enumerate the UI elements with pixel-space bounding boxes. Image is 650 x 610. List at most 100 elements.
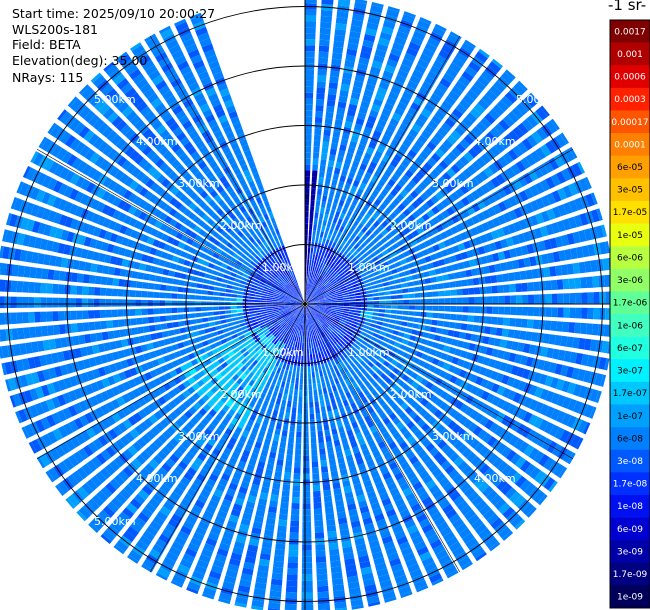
ray-gate — [371, 316, 379, 320]
ray-gate — [349, 247, 356, 254]
ray-gate — [309, 283, 312, 290]
ray-gate — [563, 307, 570, 318]
ray-gate — [204, 328, 211, 334]
ray-gate — [307, 253, 310, 260]
ray-gate — [224, 269, 232, 275]
ray-gate — [402, 288, 409, 294]
ray-gate — [291, 377, 295, 384]
ray-gate — [422, 146, 433, 156]
ray-gate — [267, 389, 273, 396]
ray-gate — [570, 247, 578, 260]
ray-gate — [490, 275, 498, 284]
ray-gate — [179, 273, 187, 280]
ray-gate — [368, 141, 377, 150]
ray-gate — [99, 287, 107, 296]
ray-gate — [327, 276, 333, 282]
ray-gate — [47, 325, 54, 336]
ray-gate — [399, 277, 407, 283]
ray-gate — [434, 234, 443, 242]
ray-gate — [278, 411, 285, 418]
ray-gate — [313, 248, 317, 255]
ray-gate — [379, 272, 387, 278]
ray-gate — [511, 235, 520, 245]
ray-gate — [310, 342, 314, 349]
ray-gate — [385, 224, 393, 233]
ray-gate — [358, 106, 368, 115]
ray-gate — [351, 160, 360, 168]
ray-gate — [278, 447, 286, 455]
ray-gate — [442, 172, 452, 182]
ray-gate — [268, 602, 281, 610]
ray-gate — [314, 116, 323, 124]
ray-gate — [58, 324, 66, 335]
ray-gate — [16, 281, 24, 293]
ray-gate — [317, 261, 321, 268]
ray-gate — [383, 169, 393, 178]
ray-gate — [291, 413, 296, 420]
ray-gate — [400, 189, 409, 198]
ray-gate — [206, 306, 213, 311]
ray-gate — [332, 216, 339, 224]
ray-gate — [520, 318, 528, 328]
ray-gate — [551, 222, 560, 234]
ray-gate — [590, 192, 598, 205]
ray-gate — [507, 111, 519, 124]
ray-gate — [284, 466, 292, 473]
ray-gate — [433, 87, 445, 99]
ray-gate — [498, 119, 510, 131]
ray-gate — [355, 304, 362, 307]
ray-gate — [270, 584, 282, 592]
ray-gate — [260, 305, 267, 307]
ray-gate — [428, 269, 436, 276]
ray-gate — [477, 98, 490, 111]
ray-gate — [154, 324, 162, 331]
ray-gate — [307, 366, 311, 373]
ray-gate — [272, 482, 281, 490]
radar-ray — [307, 146, 578, 303]
ray-gate — [236, 309, 243, 313]
ray-gate — [356, 246, 363, 253]
ray-gate — [335, 161, 343, 169]
ray-gate — [207, 290, 214, 296]
ray-gate — [359, 163, 368, 171]
ray-gate — [215, 325, 223, 331]
ray-gate — [338, 95, 348, 103]
ray-gate — [530, 200, 540, 212]
ray-gate — [480, 183, 491, 194]
ray-gate — [325, 298, 332, 301]
ray-gate — [365, 186, 373, 194]
ray-gate — [305, 205, 309, 212]
ray-gate — [384, 309, 392, 314]
ray-gate — [310, 265, 313, 272]
ray-gate — [581, 245, 590, 258]
ray-gate — [388, 323, 395, 329]
radar-ray — [307, 224, 607, 304]
ray-gate — [484, 326, 491, 335]
ray-gate — [399, 123, 409, 133]
ray-gate — [305, 289, 307, 296]
ray-gate — [391, 268, 398, 275]
ray-gate — [596, 208, 603, 221]
ray-gate — [326, 368, 331, 375]
ray-gate — [305, 104, 313, 111]
ray-gate — [468, 297, 475, 304]
ray-gate — [334, 288, 341, 292]
ray-gate — [323, 280, 329, 286]
ray-gate — [325, 300, 332, 302]
ray-gate — [328, 240, 333, 247]
ray-gate — [419, 53, 432, 64]
ray-gate — [549, 237, 558, 249]
ray-gate — [286, 400, 292, 408]
ray-gate — [383, 241, 391, 249]
ray-gate — [391, 243, 399, 250]
ray-gate — [555, 236, 564, 248]
ray-gate — [325, 226, 330, 234]
ray-gate — [276, 531, 287, 539]
ray-gate — [312, 272, 315, 279]
ray-gate — [389, 251, 397, 258]
ray-gate — [376, 216, 384, 224]
ray-gate — [141, 299, 148, 307]
ray-gate — [446, 217, 455, 227]
ray-gate — [339, 283, 346, 288]
ray-gate — [291, 407, 297, 414]
